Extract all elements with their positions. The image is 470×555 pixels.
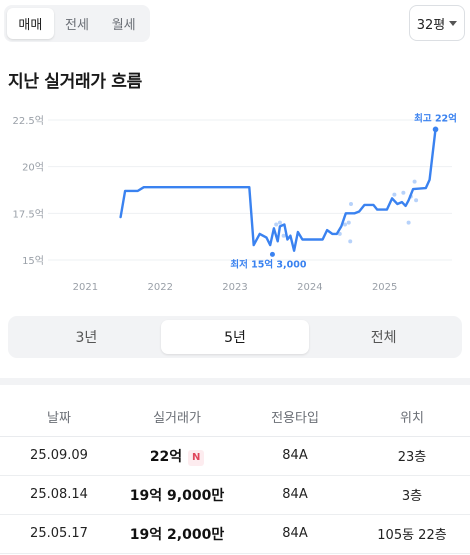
scatter-point (346, 220, 351, 225)
cell-price: 19억 9,000만 (118, 475, 236, 515)
min-point (269, 251, 275, 257)
deal-type-tabs: 매매 전세 월세 (4, 5, 150, 42)
cell-price: 22억 N (118, 436, 236, 476)
min-price-label: 최저 15억 3,000 (230, 258, 306, 270)
tab-period-all[interactable]: 전체 (370, 330, 397, 346)
cell-floor: 3층 (354, 475, 470, 515)
table-row[interactable]: 25.05.17 19억 2,000만 84A 105동 22층 (0, 514, 470, 554)
section-divider (0, 378, 470, 385)
cell-price: 19억 2,000만 (118, 514, 236, 554)
cell-type: 84A (236, 475, 354, 515)
y-tick-label: 22.5억 (13, 115, 44, 127)
cell-date: 25.08.14 (0, 475, 118, 515)
tab-period-3y[interactable]: 3년 (75, 330, 98, 346)
scatter-point (343, 222, 348, 227)
max-price-label: 최고 22억 (414, 112, 457, 124)
tab-jeonse[interactable]: 전세 (65, 18, 89, 33)
cell-date: 25.05.17 (0, 514, 118, 554)
y-tick-label: 15억 (22, 255, 44, 267)
x-tick-label: 2021 (73, 282, 98, 293)
section-title: 지난 실거래가 흐름 (8, 72, 142, 92)
scatter-point (277, 220, 282, 225)
new-badge: N (188, 449, 205, 466)
header-price: 실거래가 (118, 398, 236, 437)
table-row[interactable]: 25.08.14 19억 9,000만 84A 3층 (0, 475, 470, 515)
scatter-point (414, 198, 419, 203)
x-tick-label: 2025 (372, 282, 397, 293)
size-select-value: 32평 (416, 17, 446, 33)
size-select[interactable]: 32평 (409, 5, 465, 41)
cell-floor: 105동 22층 (354, 514, 470, 554)
header-floor: 위치 (354, 398, 470, 437)
x-tick-label: 2023 (222, 282, 247, 293)
scatter-point (392, 192, 397, 197)
cell-type: 84A (236, 436, 354, 476)
tab-period-5y[interactable]: 5년 (160, 320, 310, 354)
scatter-point (401, 190, 406, 195)
y-tick-label: 17.5억 (13, 208, 44, 220)
chevron-down-icon (449, 21, 458, 26)
y-tick-label: 20억 (22, 162, 44, 174)
table-row[interactable]: 25.09.09 22억 N 84A 23층 (0, 436, 470, 476)
transactions-table: 날짜 실거래가 전용타입 위치 25.09.09 22억 N 84A 23층 25… (0, 398, 470, 554)
x-tick-label: 2022 (147, 282, 172, 293)
period-tabs: 3년 5년 전체 (8, 316, 462, 358)
scatter-point (348, 239, 353, 244)
header-type: 전용타입 (236, 398, 354, 437)
scatter-point (406, 220, 411, 225)
scatter-point (349, 202, 353, 206)
tab-sale[interactable]: 매매 (7, 8, 54, 39)
cell-date: 25.09.09 (0, 436, 118, 476)
x-tick-label: 2024 (297, 282, 322, 293)
scatter-point (412, 179, 417, 184)
header-date: 날짜 (0, 398, 118, 437)
tab-monthly-rent[interactable]: 월세 (111, 18, 136, 33)
max-point (432, 126, 439, 133)
table-header-row: 날짜 실거래가 전용타입 위치 (0, 398, 470, 437)
price-line (119, 128, 437, 252)
scatter-point (281, 233, 286, 238)
price-history-chart: 22.5억 20억 17.5억 15억 2021 2022 2023 2024 2025 최고 2… (13, 112, 457, 293)
cell-floor: 23층 (354, 436, 470, 476)
scatter-point (274, 222, 279, 227)
price-value: 22억 (149, 448, 183, 465)
cell-type: 84A (236, 514, 354, 554)
